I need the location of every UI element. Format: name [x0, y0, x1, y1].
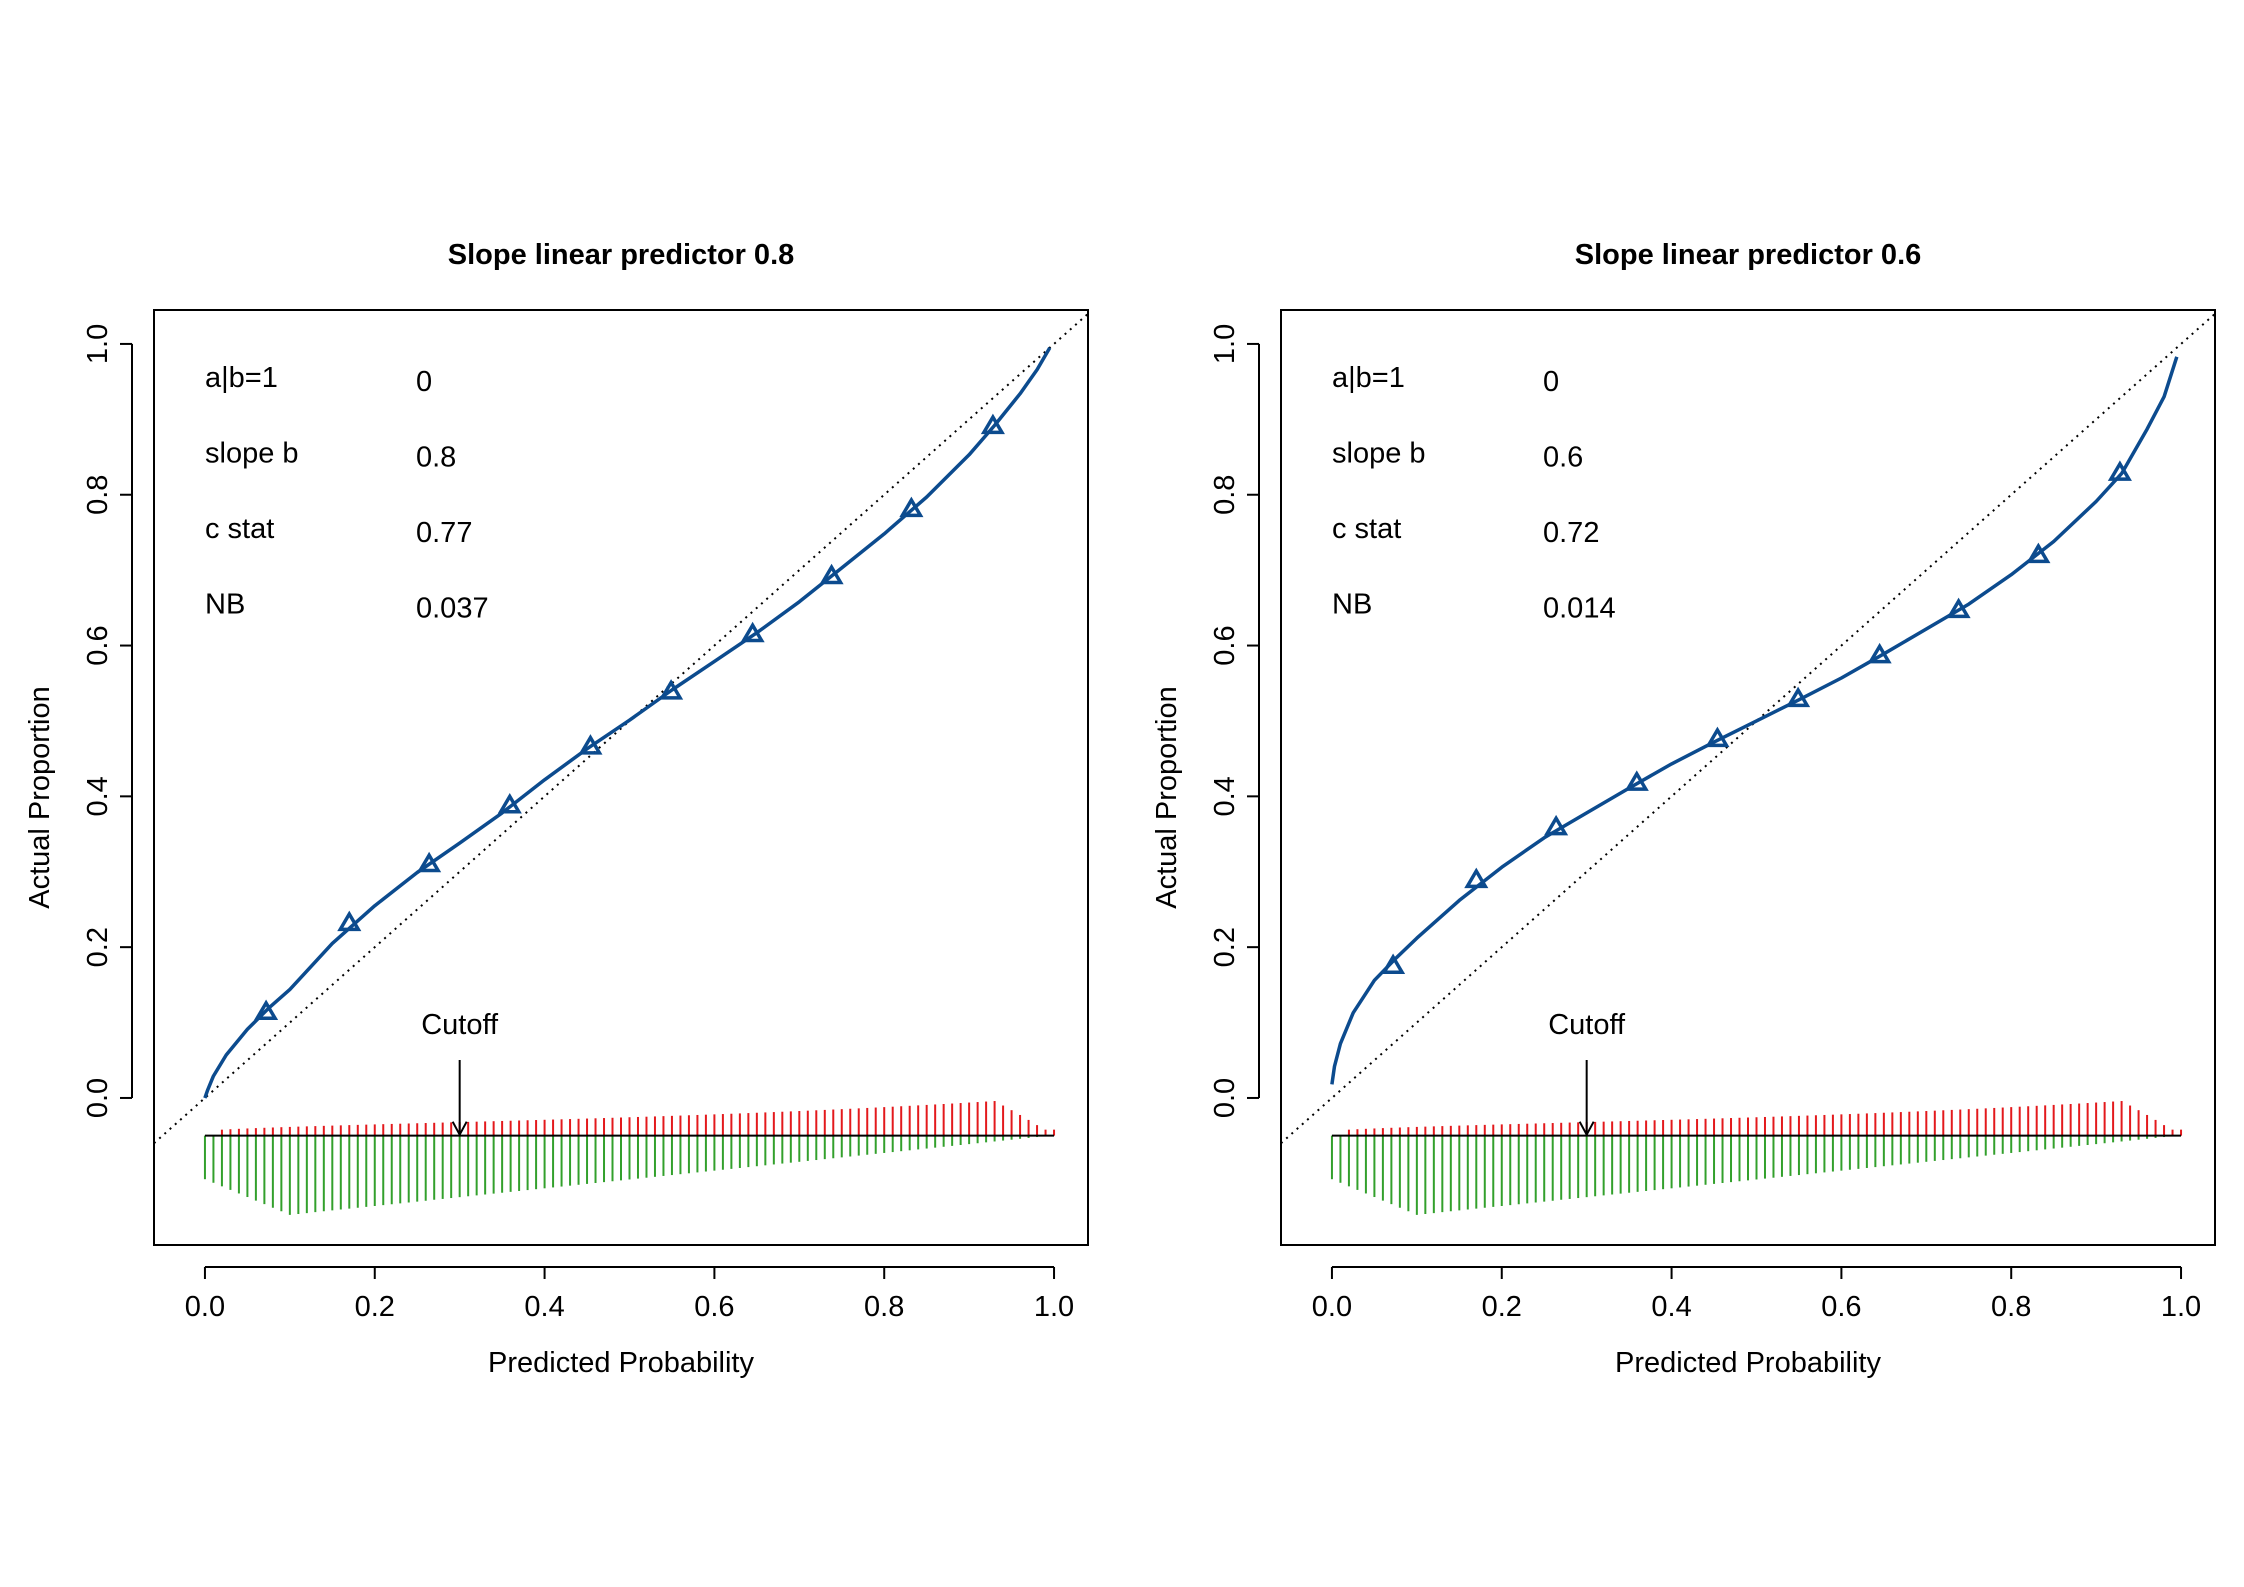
y-tick-label: 1.0 [1209, 324, 1241, 364]
y-axis-label: Actual Proportion [24, 686, 56, 908]
stat-value: 0.037 [416, 593, 489, 625]
group-point-marker [899, 496, 924, 518]
y-tick-label: 0.2 [82, 927, 114, 967]
x-tick-label: 0.4 [524, 1291, 564, 1323]
group-point-marker [578, 734, 603, 755]
stat-label: slope b [205, 438, 299, 470]
stat-value: 0.72 [1543, 517, 1599, 549]
stat-label: a|b=1 [1332, 362, 1405, 394]
x-axis-label: Predicted Probability [488, 1347, 754, 1379]
stat-value: 0.6 [1543, 442, 1583, 474]
x-tick-label: 0.8 [864, 1291, 904, 1323]
chart-title: Slope linear predictor 0.8 [448, 239, 795, 271]
group-point-marker [337, 910, 362, 932]
y-axis-label: Actual Proportion [1151, 686, 1183, 908]
group-point-marker [740, 621, 765, 643]
y-tick-label: 0.2 [1209, 927, 1241, 967]
group-point-marker [417, 851, 442, 873]
group-point-marker [1624, 770, 1649, 791]
group-point-marker [1786, 686, 1811, 708]
group-point-marker [2026, 542, 2051, 564]
group-point-marker [2107, 460, 2132, 481]
group-point-marker [1867, 642, 1892, 664]
group-point-marker [1464, 867, 1489, 889]
x-tick-label: 0.0 [185, 1291, 225, 1323]
chart-panel-1: Slope linear predictor 0.8 Cutoff a|b=1 0 sl… [24, 239, 1089, 1379]
x-tick-label: 0.2 [1482, 1291, 1522, 1323]
stat-label: a|b=1 [205, 362, 278, 394]
stat-label: c stat [1332, 513, 1401, 545]
x-axis-label: Predicted Probability [1615, 1347, 1881, 1379]
y-tick-label: 0.8 [82, 475, 114, 515]
x-tick-label: 0.4 [1651, 1291, 1691, 1323]
group-point-marker [1705, 726, 1730, 748]
calibration-curve [203, 346, 1052, 1099]
group-point-marker [1381, 953, 1406, 975]
x-tick-label: 1.0 [2161, 1291, 2201, 1323]
ideal-diagonal-line [153, 313, 1089, 1144]
distribution-spikes [1330, 1101, 2183, 1215]
x-tick-label: 0.8 [1991, 1291, 2031, 1323]
y-tick-label: 0.6 [82, 625, 114, 665]
plot-frame [1280, 309, 2216, 1246]
group-point-marker [497, 792, 522, 814]
chart-panel-2: Slope linear predictor 0.6 Cutoff a|b=1 0 sl… [1151, 239, 2216, 1379]
stat-label: NB [1332, 589, 1372, 621]
x-tick-label: 0.6 [694, 1291, 734, 1323]
stat-value: 0.8 [416, 442, 456, 474]
stat-label: slope b [1332, 438, 1426, 470]
x-tick-label: 0.0 [1312, 1291, 1352, 1323]
group-point-marker [1544, 814, 1569, 836]
stat-value: 0 [416, 366, 432, 398]
x-tick-label: 1.0 [1034, 1291, 1074, 1323]
y-tick-label: 1.0 [82, 324, 114, 364]
group-point-marker [819, 563, 844, 585]
group-point-marker [1946, 597, 1971, 619]
cutoff-label: Cutoff [1548, 1009, 1626, 1041]
stat-value: 0 [1543, 366, 1559, 398]
y-tick-label: 0.0 [82, 1078, 114, 1118]
y-tick-label: 0.4 [82, 776, 114, 816]
stat-label: NB [205, 589, 245, 621]
plot-frame [153, 309, 1089, 1246]
cutoff-arrow-head [451, 1121, 468, 1137]
stat-value: 0.014 [1543, 593, 1616, 625]
group-point-marker [254, 999, 279, 1021]
group-point-marker [659, 679, 684, 700]
y-tick-label: 0.6 [1209, 625, 1241, 665]
distribution-spikes [203, 1101, 1056, 1215]
y-tick-label: 0.8 [1209, 475, 1241, 515]
x-tick-label: 0.6 [1821, 1291, 1861, 1323]
cutoff-label: Cutoff [421, 1009, 499, 1041]
ideal-diagonal-line [1280, 313, 2216, 1144]
x-tick-label: 0.2 [355, 1291, 395, 1323]
chart-title: Slope linear predictor 0.6 [1575, 239, 1922, 271]
y-tick-label: 0.4 [1209, 776, 1241, 816]
y-tick-label: 0.0 [1209, 1078, 1241, 1118]
stat-label: c stat [205, 513, 274, 545]
cutoff-arrow-head [1578, 1121, 1595, 1137]
group-point-marker [980, 413, 1005, 435]
stat-value: 0.77 [416, 517, 472, 549]
calibration-curve [1330, 356, 2179, 1085]
